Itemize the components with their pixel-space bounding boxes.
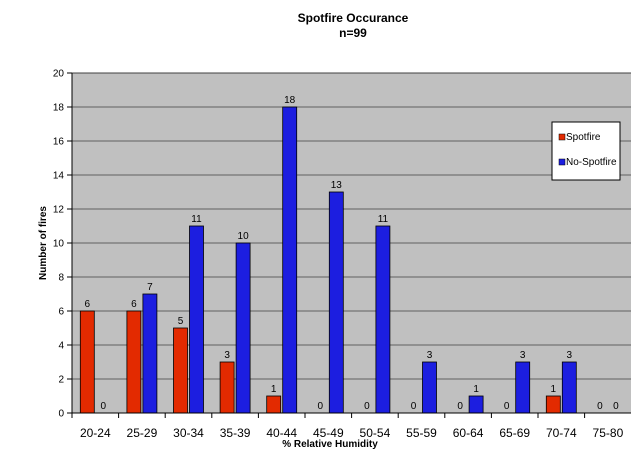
data-label: 10 <box>238 231 250 242</box>
x-tick-label: 25-29 <box>127 426 158 440</box>
data-label: 0 <box>318 401 324 412</box>
data-label: 6 <box>131 299 137 310</box>
bar-no-spotfire <box>515 361 531 414</box>
data-label: 0 <box>101 401 107 412</box>
data-label: 1 <box>551 384 557 395</box>
y-tick-label: 16 <box>53 137 65 148</box>
data-label: 0 <box>597 401 603 412</box>
bar-no-spotfire <box>328 191 344 414</box>
chart-subtitle: n=99 <box>339 26 367 40</box>
legend: Spotfire No-Spotfire <box>551 121 621 181</box>
data-label: 0 <box>504 401 510 412</box>
bar-no-spotfire <box>468 395 484 414</box>
x-tick-label: 50-54 <box>360 426 391 440</box>
legend-swatch-spotfire <box>558 133 566 141</box>
x-tick-label: 45-49 <box>313 426 344 440</box>
y-tick-label: 12 <box>53 205 65 216</box>
data-label: 0 <box>613 401 619 412</box>
y-tick-label: 0 <box>58 409 64 420</box>
bar-spotfire <box>173 327 188 414</box>
bar-no-spotfire <box>561 361 577 414</box>
legend-label-no-spotfire: No-Spotfire <box>566 157 617 168</box>
data-label: 5 <box>178 316 184 327</box>
bar-no-spotfire <box>235 242 251 414</box>
gridlines <box>72 72 631 380</box>
bar-no-spotfire <box>375 225 391 414</box>
x-tick-label: 65-69 <box>499 426 530 440</box>
bar-spotfire <box>545 395 561 414</box>
bar-no-spotfire <box>282 106 298 414</box>
y-tick-label: 8 <box>58 273 64 284</box>
data-label: 0 <box>411 401 417 412</box>
data-label: 18 <box>284 95 296 106</box>
y-tick-label: 20 <box>53 69 65 80</box>
legend-box <box>551 121 621 181</box>
y-axis-ticks: 0 2 4 6 8 10 12 14 16 18 20 <box>53 69 72 420</box>
x-tick-label: 70-74 <box>546 426 577 440</box>
x-tick-label: 35-39 <box>220 426 251 440</box>
data-label: 7 <box>147 282 153 293</box>
bar-spotfire <box>126 310 142 414</box>
bar-spotfire <box>266 395 282 414</box>
data-label: 0 <box>457 401 463 412</box>
data-label: 6 <box>85 299 91 310</box>
x-tick-label: 75-80 <box>593 426 624 440</box>
y-tick-label: 10 <box>53 239 65 250</box>
y-tick-label: 2 <box>58 375 64 386</box>
x-tick-label: 60-64 <box>453 426 484 440</box>
y-tick-label: 18 <box>53 103 65 114</box>
data-label: 1 <box>271 384 277 395</box>
x-tick-label: 55-59 <box>406 426 437 440</box>
bar-no-spotfire <box>422 361 437 414</box>
data-label: 3 <box>427 350 433 361</box>
data-label: 3 <box>224 350 230 361</box>
bar-no-spotfire <box>142 293 158 414</box>
data-label: 3 <box>567 350 573 361</box>
x-axis-label: % Relative Humidity <box>282 439 378 450</box>
legend-swatch-no-spotfire <box>558 158 566 166</box>
y-tick-label: 14 <box>53 171 65 182</box>
y-tick-label: 4 <box>58 341 64 352</box>
x-axis-ticks: 20-24 25-29 30-34 35-39 40-44 45-49 50-54 55-59… <box>71 413 624 440</box>
x-tick-label: 20-24 <box>80 426 111 440</box>
bar-spotfire <box>79 310 95 414</box>
chart-title: Spotfire Occurance <box>298 11 409 25</box>
data-label: 0 <box>364 401 370 412</box>
data-label: 11 <box>378 214 389 225</box>
bar-spotfire <box>219 361 235 414</box>
x-tick-label: 30-34 <box>173 426 204 440</box>
x-tick-label: 40-44 <box>266 426 297 440</box>
legend-label-spotfire: Spotfire <box>566 132 601 143</box>
bars <box>79 106 577 414</box>
y-axis-label: Number of fires <box>38 206 49 280</box>
bar-no-spotfire <box>189 225 204 414</box>
data-label: 13 <box>331 180 343 191</box>
data-label: 3 <box>520 350 526 361</box>
data-label: 11 <box>191 214 202 225</box>
y-tick-label: 6 <box>58 307 64 318</box>
data-label: 1 <box>473 384 479 395</box>
